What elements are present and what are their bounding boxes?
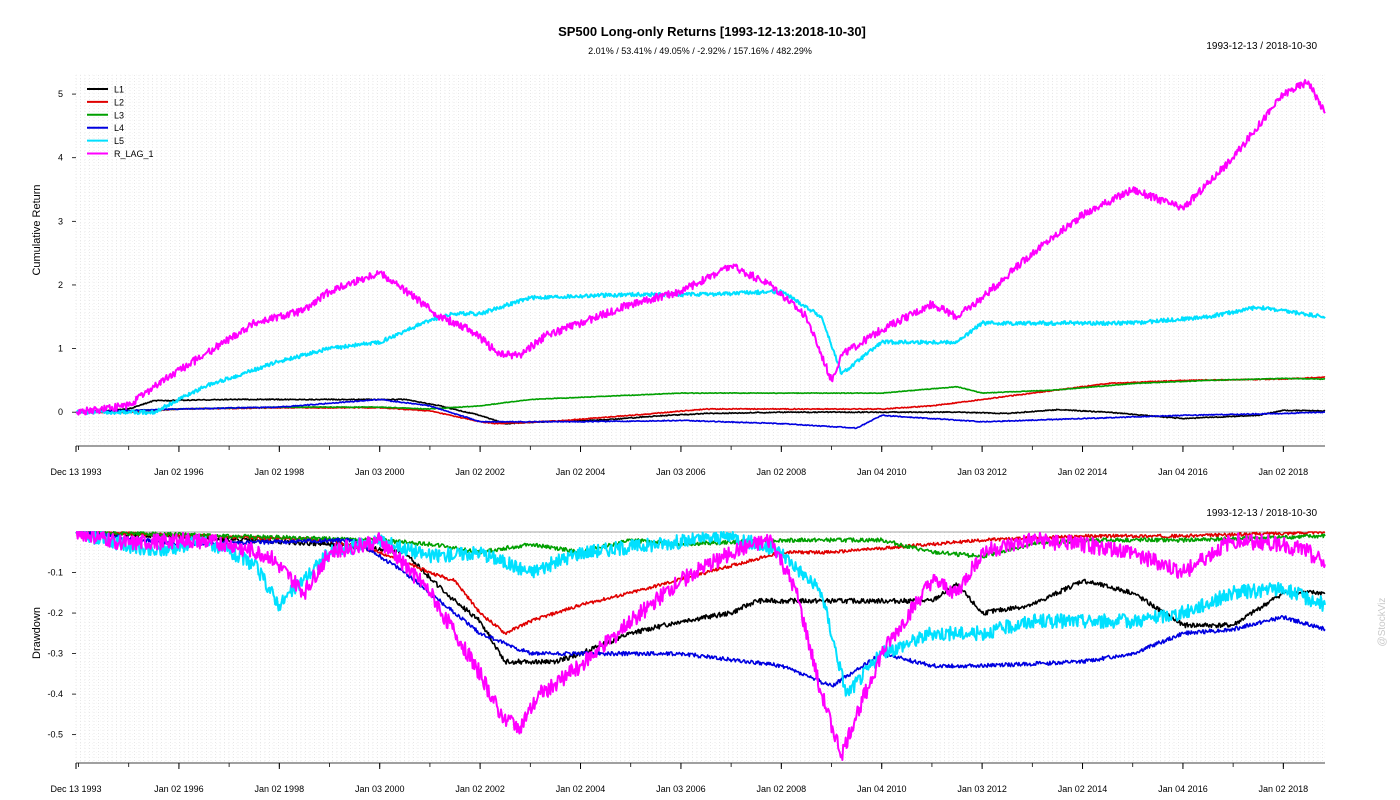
x-tick-label: Jan 02 2018 <box>1259 467 1309 477</box>
y-tick-label: -0.4 <box>47 689 63 699</box>
y-tick-label: 4 <box>58 153 63 163</box>
x-tick-label: Jan 04 2016 <box>1158 784 1208 794</box>
x-tick-label: Dec 13 1993 <box>50 784 101 794</box>
y-tick-label: -0.2 <box>47 608 63 618</box>
legend-label: L5 <box>114 136 124 146</box>
legend-label: L3 <box>114 110 124 120</box>
x-tick-label: Jan 02 2002 <box>455 784 505 794</box>
x-tick-label: Jan 03 2012 <box>957 784 1007 794</box>
x-tick-label: Jan 02 2014 <box>1058 784 1108 794</box>
x-tick-label: Jan 03 2006 <box>656 784 706 794</box>
top-y-axis-label: Cumulative Return <box>31 184 43 275</box>
x-tick-label: Jan 04 2016 <box>1158 467 1208 477</box>
x-tick-label: Jan 02 2014 <box>1058 467 1108 477</box>
series-line-l4 <box>75 398 1326 430</box>
series-line-l2 <box>75 531 1326 636</box>
series-line-l5 <box>75 531 1326 697</box>
series-line-l4 <box>75 531 1326 688</box>
series-line-r_lag_1 <box>75 531 1326 761</box>
series-line-l1 <box>75 531 1326 665</box>
bottom-y-axis-label: Drawdown <box>31 607 43 659</box>
x-tick-label: Jan 02 2002 <box>455 467 505 477</box>
series-line-l1 <box>75 398 1326 425</box>
drawdown-chart: -0.1 -0.2 -0.3 -0.4 -0.5 Dec 13 1993 Jan 02 19… <box>47 531 1326 794</box>
series-line-l3 <box>75 531 1326 559</box>
x-tick-label: Jan 02 1996 <box>154 467 204 477</box>
legend-label: L4 <box>114 123 124 133</box>
y-tick-label: 3 <box>58 216 63 226</box>
x-tick-label: Jan 02 2004 <box>556 467 606 477</box>
cumulative-return-chart: 0 1 2 3 4 5 Dec 13 1993 Jan 02 1996 Jan 02 1998 J… <box>50 74 1326 477</box>
chart-subtitle: 2.01% / 53.41% / 49.05% / -2.92% / 157.1… <box>588 46 812 56</box>
x-tick-label: Jan 02 1998 <box>255 467 305 477</box>
x-tick-label: Jan 02 2008 <box>757 784 807 794</box>
y-tick-label: -0.3 <box>47 649 63 659</box>
y-tick-label: 0 <box>58 407 63 417</box>
x-tick-label: Jan 02 1998 <box>255 784 305 794</box>
x-tick-label: Jan 03 2012 <box>957 467 1007 477</box>
x-tick-label: Jan 02 2018 <box>1259 784 1309 794</box>
x-tick-label: Jan 04 2010 <box>857 467 907 477</box>
y-tick-label: 1 <box>58 344 63 354</box>
bottom-date-range: 1993-12-13 / 2018-10-30 <box>1206 508 1317 519</box>
legend-label: R_LAG_1 <box>114 149 154 159</box>
grid <box>75 74 1325 445</box>
legend-label: L1 <box>114 85 124 95</box>
x-tick-label: Jan 02 2008 <box>757 467 807 477</box>
x-tick-label: Jan 03 2006 <box>656 467 706 477</box>
x-tick-label: Jan 03 2000 <box>355 784 405 794</box>
y-tick-label: 5 <box>58 89 63 99</box>
legend: L1 L2 L3 L4 L5 R_LAG_1 <box>87 85 154 159</box>
x-tick-label: Jan 02 1996 <box>154 784 204 794</box>
top-date-range: 1993-12-13 / 2018-10-30 <box>1206 41 1317 52</box>
y-tick-label: 2 <box>58 280 63 290</box>
y-tick-label: -0.5 <box>47 730 63 740</box>
y-tick-label: -0.1 <box>47 568 63 578</box>
x-tick-label: Jan 04 2010 <box>857 784 907 794</box>
watermark: @StockViz <box>1377 598 1388 647</box>
series-line-l5 <box>75 289 1326 416</box>
chart-title: SP500 Long-only Returns [1993-12-13:2018… <box>558 24 866 39</box>
x-tick-label: Dec 13 1993 <box>50 467 101 477</box>
x-tick-label: Jan 03 2000 <box>355 467 405 477</box>
legend-label: L2 <box>114 97 124 107</box>
x-tick-label: Jan 02 2004 <box>556 784 606 794</box>
series-line-r_lag_1 <box>75 79 1326 416</box>
